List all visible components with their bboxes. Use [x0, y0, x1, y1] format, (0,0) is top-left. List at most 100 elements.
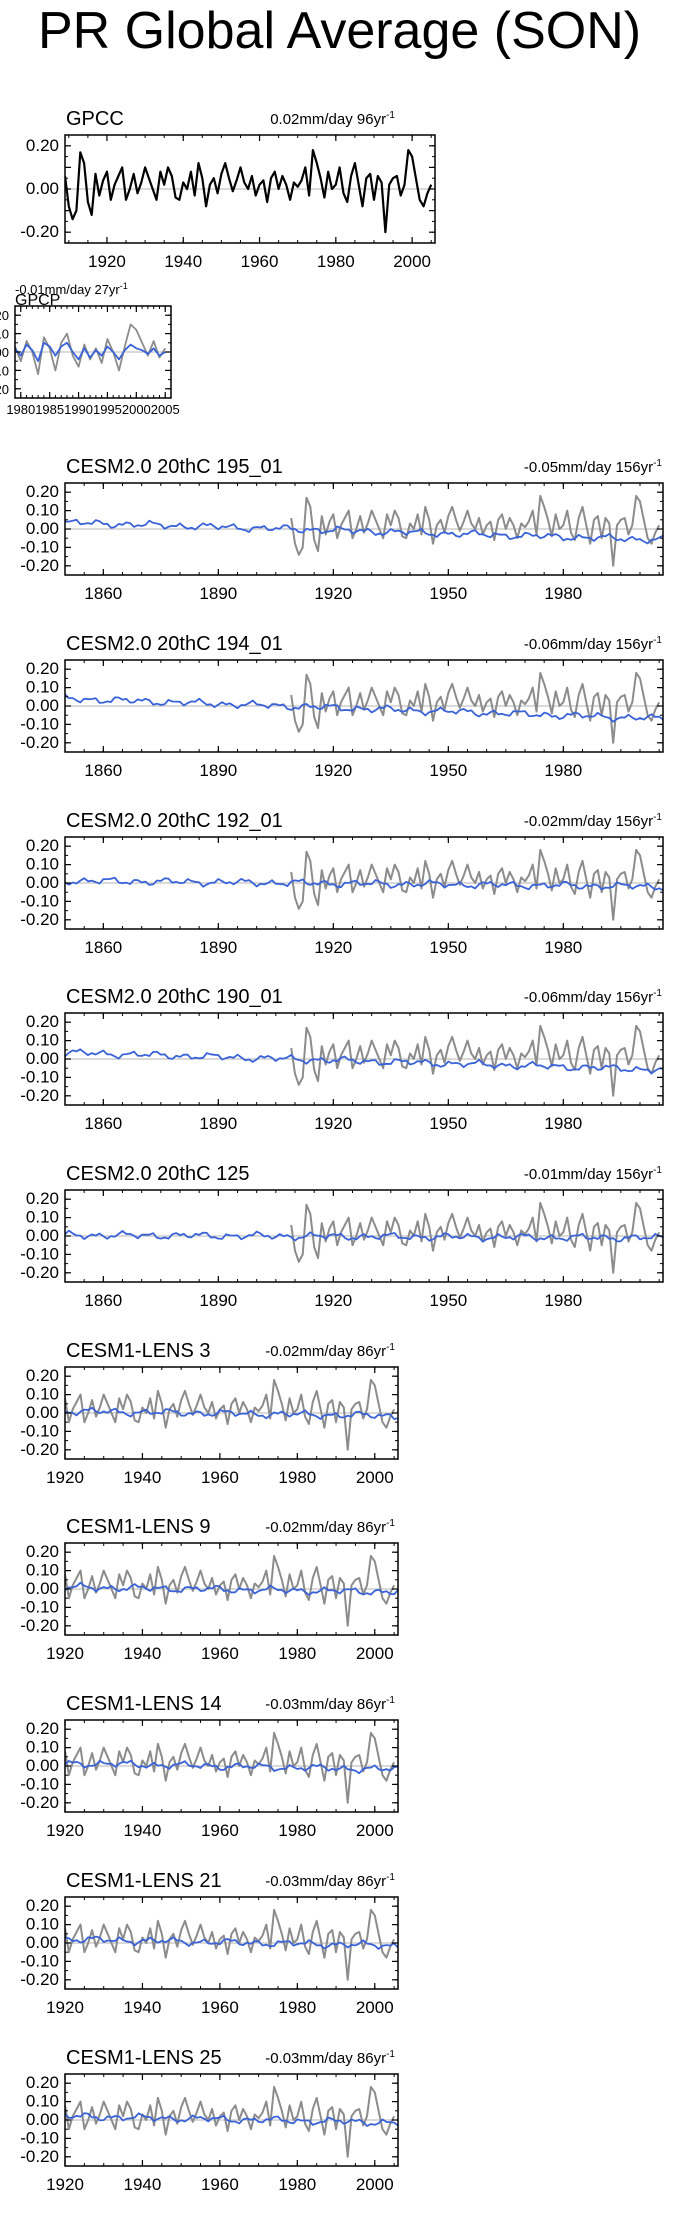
y-tick-label: 0.10 [26, 1031, 59, 1050]
y-tick-label: 0.10 [26, 501, 59, 520]
chart-trend-label: -0.06mm/day 156yr-1 [524, 635, 663, 653]
y-tick-label: 0.00 [26, 1756, 59, 1775]
x-tick-label: 1980 [544, 761, 582, 780]
y-tick-label: -0.10 [20, 1774, 59, 1793]
chart-trend-superscript: -1 [120, 281, 128, 291]
x-tick-label: 2000 [356, 1644, 394, 1663]
obs-overlay-line [65, 1554, 395, 1627]
model-line [65, 1048, 663, 1075]
chart-trend-label: -0.02mm/day 86yr-1 [265, 1342, 395, 1360]
y-tick-label: -0.20 [20, 1440, 59, 1459]
model-line [65, 2112, 398, 2127]
chart-title: CESM2.0 20thC 125 [66, 1163, 249, 1185]
y-tick-label: 0.20 [26, 1012, 59, 1031]
chart-panel-6: CESM2.0 20thC 190_01 -0.06mm/day 156yr-1-… [20, 986, 664, 1133]
x-tick-label: 1940 [124, 2175, 162, 2194]
x-tick-label: 2000 [356, 1821, 394, 1840]
chart-trend-label: 0.02mm/day 96yr-1 [270, 110, 395, 128]
chart-title: CESM1-LENS 3 [66, 1340, 211, 1362]
chart-trend-label: -0.03mm/day 86yr-1 [265, 1872, 395, 1890]
y-tick-label: 0.20 [26, 1189, 59, 1208]
x-tick-label: 1990 [64, 402, 93, 417]
y-tick-label: 0.00 [26, 696, 59, 715]
chart-trend-superscript: -1 [653, 635, 662, 646]
chart-title: CESM1-LENS 21 [66, 1870, 222, 1892]
chart-title: CESM2.0 20thC 195_01 [66, 456, 283, 478]
y-tick-label: 0.00 [26, 1933, 59, 1952]
y-tick-label: 0.20 [26, 1542, 59, 1561]
chart-title: GPCC [66, 108, 124, 130]
chart-panel-8: CESM1-LENS 3 -0.02mm/day 86yr-1 -0.20-0.10… [20, 1340, 399, 1487]
x-tick-label: 1950 [429, 761, 467, 780]
y-tick-label: 0.00 [26, 1579, 59, 1598]
x-tick-label: 1950 [429, 584, 467, 603]
y-tick-label: 0.20 [26, 1896, 59, 1915]
x-tick-label: 1890 [199, 1114, 237, 1133]
x-tick-label: 1980 [278, 1468, 316, 1487]
x-tick-label: 2000 [122, 402, 151, 417]
y-tick-label: -0.10 [20, 2128, 59, 2147]
x-tick-label: 1860 [84, 761, 122, 780]
model-line [65, 1759, 398, 1775]
y-tick-label: 0.20 [26, 1719, 59, 1738]
obs-overlay-line [290, 848, 661, 921]
chart-panel-7: CESM2.0 20thC 125 -0.01mm/day 156yr-1 -0.2… [20, 1163, 664, 1310]
chart-title: CESM1-LENS 25 [66, 2047, 222, 2069]
x-tick-label: 1940 [124, 1998, 162, 2017]
y-tick-label: 0.20 [26, 136, 59, 155]
x-tick-label: 1980 [317, 252, 355, 271]
y-tick-label: -0.20 [20, 1616, 59, 1635]
y-tick-label: -0.20 [20, 2147, 59, 2166]
chart-title: GPCP [15, 292, 60, 309]
y-tick-label: 0.00 [26, 519, 59, 538]
x-tick-label: 1960 [241, 252, 279, 271]
chart-title: CESM1-LENS 14 [66, 1693, 222, 1715]
model-line [65, 693, 663, 723]
y-tick-label: 0.00 [26, 873, 59, 892]
chart-trend-superscript: -1 [653, 812, 662, 823]
series-line [15, 323, 166, 375]
chart-title: CESM2.0 20thC 192_01 [66, 810, 283, 832]
x-tick-label: 1920 [314, 938, 352, 957]
x-tick-label: 1940 [124, 1644, 162, 1663]
y-tick-label: -0.10 [20, 1244, 59, 1263]
y-tick-label: -0.20 [20, 222, 59, 241]
x-tick-label: 1890 [199, 938, 237, 957]
y-tick-label: 0.20 [26, 836, 59, 855]
obs-overlay-line [290, 671, 661, 744]
chart-panel-5: CESM2.0 20thC 192_01 -0.02mm/day 156yr-1-… [20, 810, 664, 957]
model-line [65, 1581, 398, 1596]
x-tick-label: 1985 [35, 402, 64, 417]
x-tick-label: 1920 [314, 584, 352, 603]
x-tick-label: 1920 [46, 1821, 84, 1840]
x-tick-label: 1920 [314, 1291, 352, 1310]
x-tick-label: 1960 [201, 1644, 239, 1663]
y-tick-label: 0.20 [26, 482, 59, 501]
chart-panel-1: GPCC 0.02mm/day 96yr-1 -0.20 0.00 0.20 1920 19… [20, 108, 436, 271]
x-tick-label: 1890 [199, 584, 237, 603]
y-tick-label: -0.10 [20, 1951, 59, 1970]
chart-trend-label: -0.03mm/day 86yr-1 [265, 2049, 395, 2067]
x-tick-label: 2005 [151, 402, 180, 417]
chart-trend-label: -0.01mm/day 156yr-1 [524, 1165, 663, 1183]
chart-trend-superscript: -1 [386, 1872, 395, 1883]
chart-trend-superscript: -1 [386, 110, 395, 121]
y-tick-label: 0.20 [26, 1366, 59, 1385]
chart-panel-9: CESM1-LENS 9 -0.02mm/day 86yr-1 -0.20-0.10… [20, 1516, 399, 1663]
chart-trend-superscript: -1 [653, 1165, 662, 1176]
x-tick-label: 1960 [201, 1998, 239, 2017]
y-tick-label: 0.10 [26, 1915, 59, 1934]
x-tick-label: 1920 [46, 1644, 84, 1663]
y-tick-label: -0.10 [20, 537, 59, 556]
x-tick-label: 1860 [84, 938, 122, 957]
y-tick-label: -0.10 [20, 1067, 59, 1086]
y-tick-label: -0.20 [20, 1793, 59, 1812]
chart-trend-superscript: -1 [386, 2049, 395, 2060]
y-tick-label: -0.20 [20, 733, 59, 752]
y-tick-label: 0.10 [26, 1561, 59, 1580]
obs-overlay-line [290, 1024, 661, 1097]
x-tick-label: 1980 [544, 938, 582, 957]
y-tick-label: 0.10 [26, 1385, 59, 1404]
x-tick-label: 1860 [84, 584, 122, 603]
